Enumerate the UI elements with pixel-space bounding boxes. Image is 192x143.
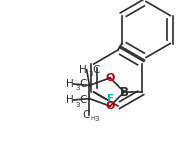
- Text: 3: 3: [75, 86, 79, 92]
- Text: C: C: [93, 65, 100, 75]
- Text: O: O: [105, 73, 115, 83]
- Text: C: C: [82, 110, 89, 120]
- Text: C: C: [79, 79, 87, 89]
- Text: B: B: [120, 86, 129, 99]
- Text: 3: 3: [75, 102, 79, 108]
- Text: H: H: [66, 95, 74, 105]
- Text: F: F: [107, 94, 114, 104]
- Text: O: O: [105, 101, 115, 111]
- Text: 3: 3: [88, 71, 93, 77]
- Text: H: H: [66, 79, 74, 89]
- Text: C: C: [79, 95, 87, 105]
- Text: 3: 3: [94, 116, 99, 122]
- Text: H: H: [90, 116, 95, 121]
- Text: H: H: [79, 65, 87, 75]
